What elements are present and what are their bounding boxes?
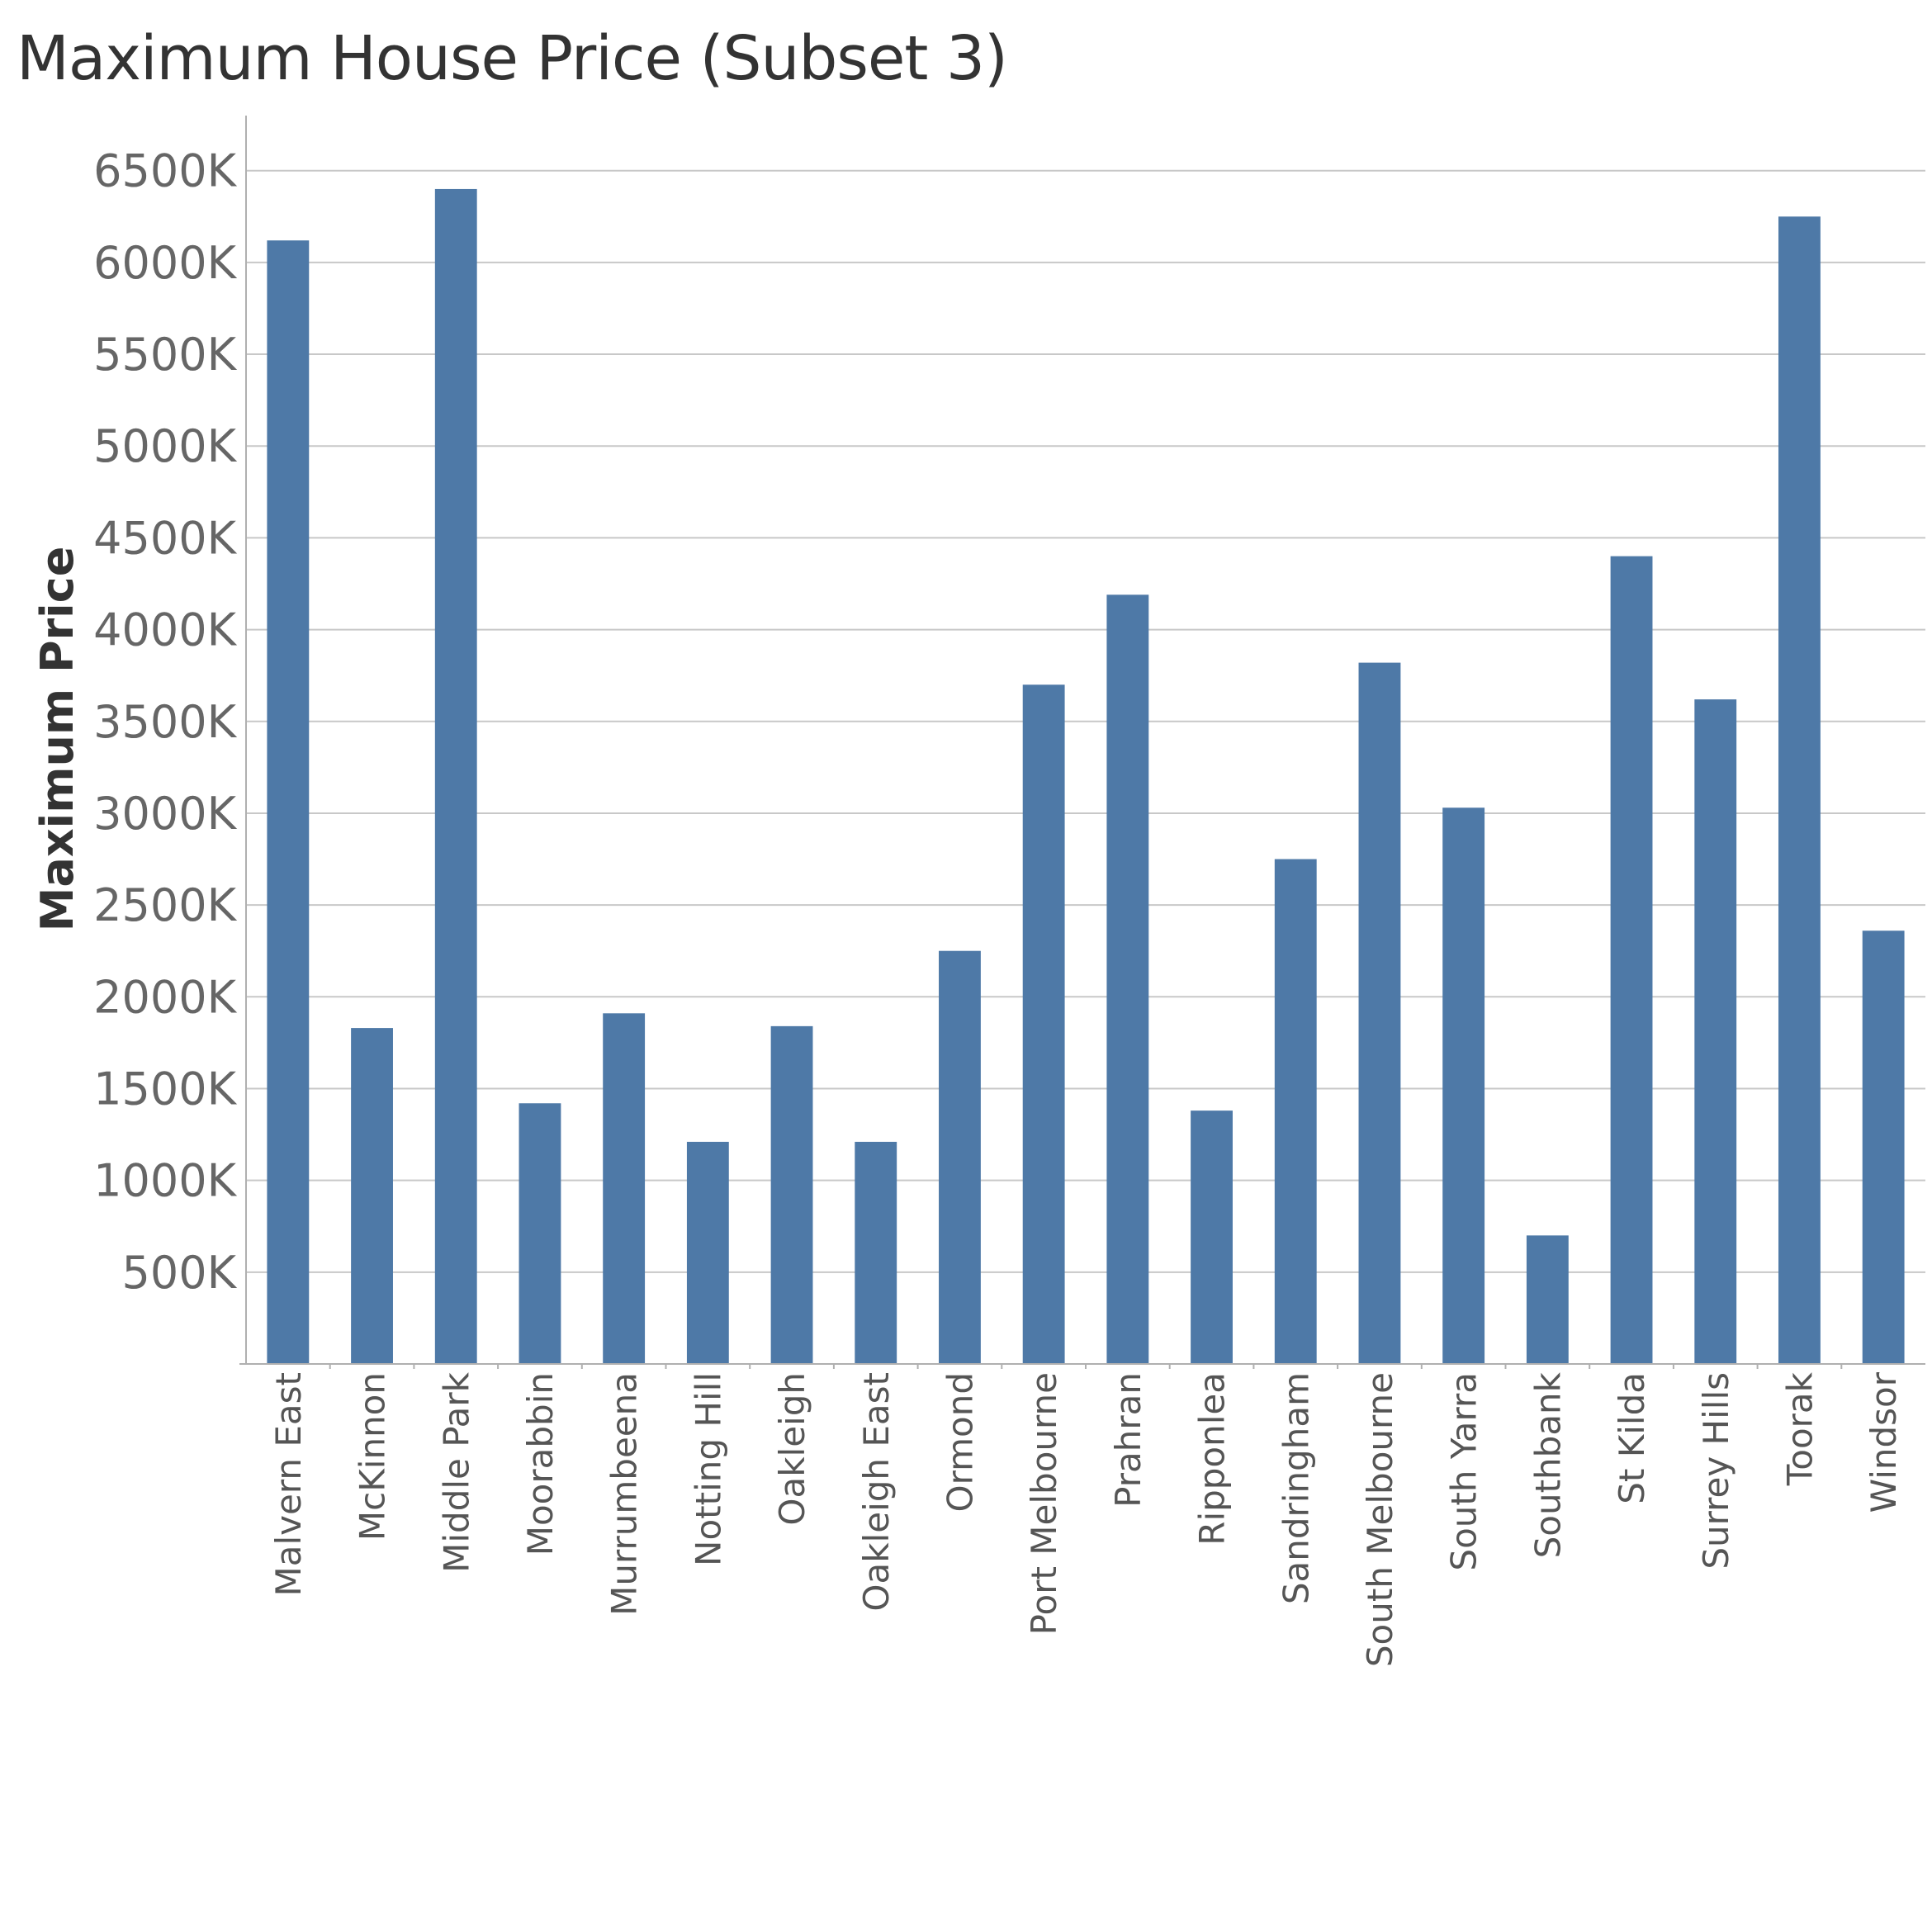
y-tick-label: 3000K bbox=[93, 788, 237, 840]
bar bbox=[939, 950, 981, 1364]
chart-title: Maximum House Price (Subset 3) bbox=[17, 23, 1008, 94]
y-tick-label: 5500K bbox=[93, 329, 237, 381]
bar bbox=[1862, 930, 1905, 1364]
bar bbox=[686, 1141, 729, 1364]
y-tick-label: 2000K bbox=[93, 971, 237, 1023]
x-category-label: Malvern East bbox=[268, 1372, 309, 1596]
x-category-labels: Malvern East McKinnon Middle Park Moorabbin… bbox=[268, 1371, 1904, 1667]
y-tick-labels: 500K 1000K 1500K 2000K 2500K 3000K 3500K 4000K 4… bbox=[93, 145, 237, 1299]
axes bbox=[239, 116, 1925, 1369]
x-category-label: Port Melbourne bbox=[1024, 1372, 1064, 1635]
y-tick-label: 4500K bbox=[93, 512, 237, 564]
bar bbox=[267, 240, 310, 1365]
x-category-label: Murrumbeena bbox=[604, 1372, 645, 1616]
bar bbox=[351, 1028, 393, 1364]
y-tick-label: 2500K bbox=[93, 879, 237, 931]
bar bbox=[1694, 699, 1737, 1364]
y-tick-label: 1000K bbox=[93, 1155, 237, 1207]
bar bbox=[603, 1013, 646, 1364]
x-category-label: Toorak bbox=[1779, 1371, 1820, 1486]
bar bbox=[1106, 594, 1149, 1364]
bar bbox=[1610, 556, 1653, 1364]
bar bbox=[1358, 662, 1401, 1364]
y-tick-label: 6500K bbox=[93, 145, 237, 197]
bars bbox=[267, 188, 1905, 1365]
x-category-label: Oakleigh East bbox=[856, 1372, 897, 1612]
x-category-label: Ripponlea bbox=[1192, 1372, 1233, 1546]
bar bbox=[1526, 1235, 1569, 1364]
bar bbox=[1274, 859, 1317, 1364]
bar bbox=[1442, 807, 1485, 1364]
x-category-label: Windsor bbox=[1863, 1371, 1904, 1513]
x-category-label: Surrey Hills bbox=[1696, 1372, 1736, 1570]
bar bbox=[770, 1025, 813, 1364]
y-tick-label: 3500K bbox=[93, 696, 237, 748]
x-category-label: Middle Park bbox=[436, 1371, 476, 1573]
x-category-label: South Yarra bbox=[1444, 1372, 1485, 1571]
x-category-label: Oakleigh bbox=[772, 1372, 812, 1526]
x-category-label: South Melbourne bbox=[1360, 1372, 1400, 1667]
y-tick-label: 4000K bbox=[93, 604, 237, 656]
bar bbox=[1778, 216, 1821, 1364]
y-tick-label: 1500K bbox=[93, 1063, 237, 1115]
y-tick-label: 6000K bbox=[93, 237, 237, 289]
x-category-label: Prahran bbox=[1108, 1372, 1148, 1508]
bar bbox=[434, 188, 477, 1365]
y-tick-label: 5000K bbox=[93, 420, 237, 472]
x-category-label: Ormond bbox=[940, 1372, 980, 1512]
y-tick-label: 500K bbox=[122, 1247, 238, 1299]
x-category-label: McKinnon bbox=[353, 1372, 393, 1541]
y-axis-title: Maximum Price bbox=[31, 547, 83, 932]
bar bbox=[1191, 1110, 1233, 1364]
bar bbox=[1022, 684, 1065, 1364]
bar bbox=[855, 1141, 897, 1364]
x-category-label: St Kilda bbox=[1612, 1372, 1652, 1504]
x-category-label: Sandringham bbox=[1276, 1372, 1316, 1604]
x-category-label: Moorabbin bbox=[520, 1372, 561, 1556]
gridlines bbox=[246, 169, 1925, 1273]
bar bbox=[519, 1103, 561, 1364]
x-category-label: Notting Hill bbox=[688, 1372, 728, 1566]
x-category-label: Southbank bbox=[1527, 1371, 1568, 1558]
